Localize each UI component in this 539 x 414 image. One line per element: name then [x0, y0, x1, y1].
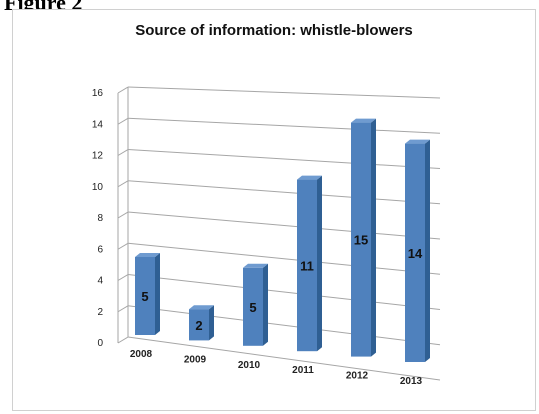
- x-tick-labels: 2008 2009 2010 2011 2012 2013: [130, 349, 423, 387]
- bar-2012: [351, 122, 371, 357]
- bar-side-2010: [263, 263, 268, 346]
- bar-2010: [243, 267, 263, 346]
- chart-frame: [12, 9, 536, 411]
- bars: [135, 118, 430, 362]
- bar-2009: [189, 309, 209, 341]
- data-label: 15: [354, 233, 368, 248]
- y-tick-label: 16: [92, 88, 104, 99]
- grid-side-line: [117, 242, 129, 250]
- bar-top-2012: [351, 118, 376, 123]
- grid-side-line: [117, 180, 129, 188]
- y-tick-label: 10: [92, 182, 104, 193]
- bar-side-2012: [371, 118, 376, 357]
- bar-2013: [405, 143, 425, 362]
- bar-side-2011: [317, 175, 322, 352]
- gridline: [127, 305, 441, 346]
- bar-side-2013: [425, 139, 430, 362]
- y-tick-label: 4: [97, 276, 103, 287]
- y-tick-label: 2: [97, 307, 103, 318]
- y-tick-label: 14: [92, 119, 104, 130]
- data-label: 14: [408, 246, 423, 261]
- gridline: [127, 274, 441, 310]
- x-tick-label: 2013: [400, 376, 423, 387]
- data-labels: 5 2 5 11 15 14: [141, 233, 423, 333]
- grid-side-line: [117, 336, 129, 344]
- data-label: 5: [141, 289, 148, 304]
- y-tick-labels: 0 2 4 6 8 10 12 14 16: [92, 88, 104, 349]
- chart-title: Source of information: whistle-blowers: [135, 22, 413, 39]
- grid-side-line: [117, 86, 129, 94]
- bar-top-2010: [243, 263, 268, 268]
- y-tick-label: 12: [92, 151, 104, 162]
- x-tick-label: 2011: [292, 365, 314, 376]
- bar-top-2008: [135, 253, 160, 257]
- gridline: [127, 149, 441, 169]
- bar-side-2009: [209, 305, 214, 341]
- gridline: [127, 117, 441, 134]
- gridline: [127, 336, 441, 381]
- bar-side-2008: [155, 253, 160, 335]
- bar-top-2013: [405, 139, 430, 144]
- gridline: [127, 180, 441, 205]
- data-label: 11: [300, 258, 314, 273]
- gridline: [127, 242, 441, 275]
- bar-2008: [135, 257, 155, 335]
- y-tick-label: 8: [97, 213, 103, 224]
- x-tick-label: 2010: [238, 360, 261, 371]
- x-tick-label: 2009: [184, 354, 207, 365]
- grid-side-line: [117, 274, 129, 281]
- gridlines: [117, 86, 441, 381]
- bar-top-2009: [189, 305, 214, 310]
- bar-2011: [297, 179, 317, 352]
- data-label: 2: [195, 318, 202, 333]
- grid-side-line: [117, 211, 129, 219]
- bar-top-2011: [297, 175, 322, 180]
- data-label: 5: [249, 300, 256, 315]
- grid-side-line: [117, 305, 129, 313]
- grid-side-line: [117, 117, 129, 125]
- x-tick-label: 2008: [130, 349, 153, 360]
- y-tick-label: 0: [97, 338, 103, 349]
- grid-side-line: [117, 149, 129, 156]
- gridline: [127, 86, 441, 99]
- gridline: [127, 211, 441, 240]
- x-tick-label: 2012: [346, 371, 369, 382]
- y-tick-label: 6: [97, 244, 103, 255]
